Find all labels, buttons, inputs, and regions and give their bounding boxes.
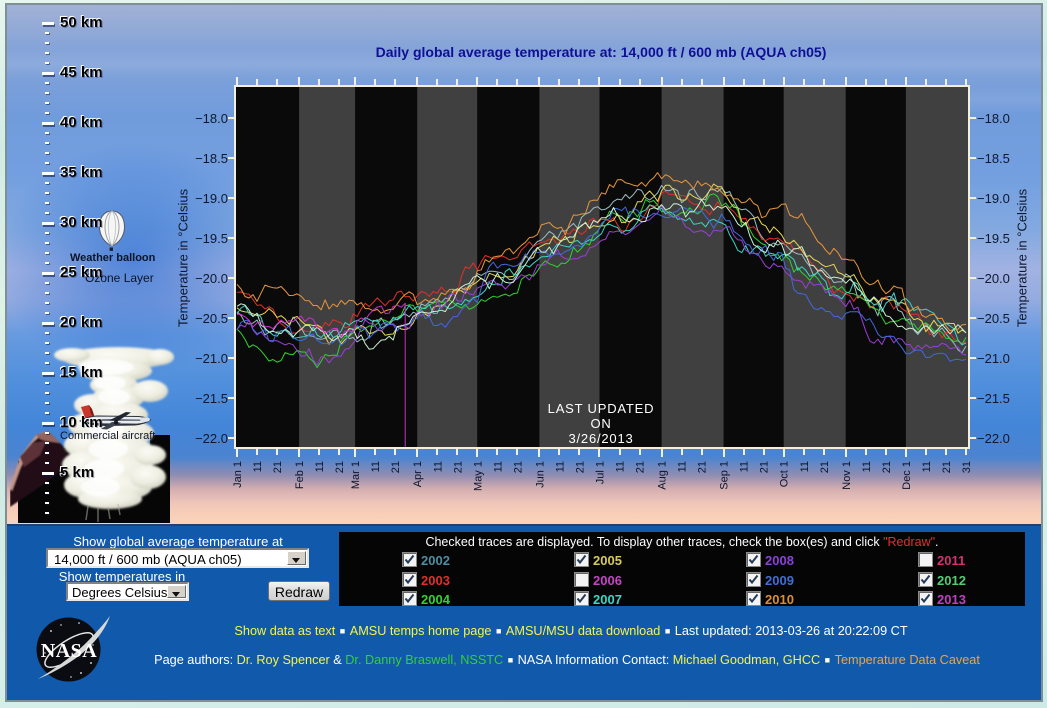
svg-text:Mar 1: Mar 1 bbox=[350, 461, 362, 489]
svg-text:Jun 1: Jun 1 bbox=[534, 461, 546, 488]
svg-text:21: 21 bbox=[575, 461, 587, 473]
svg-text:NASA: NASA bbox=[41, 640, 98, 662]
svg-text:21: 21 bbox=[334, 461, 346, 473]
svg-text:11: 11 bbox=[370, 461, 382, 472]
svg-text:11: 11 bbox=[492, 461, 504, 472]
svg-text:21: 21 bbox=[390, 461, 402, 473]
svg-text:11: 11 bbox=[314, 461, 326, 472]
svg-text:Dec 1: Dec 1 bbox=[901, 461, 913, 490]
svg-text:11: 11 bbox=[921, 461, 933, 472]
svg-text:21: 21 bbox=[512, 461, 524, 473]
svg-text:11: 11 bbox=[615, 461, 627, 472]
svg-text:11: 11 bbox=[252, 461, 264, 472]
svg-text:11: 11 bbox=[432, 461, 444, 472]
svg-text:Jan 1: Jan 1 bbox=[232, 461, 244, 488]
svg-text:21: 21 bbox=[819, 461, 831, 473]
svg-text:Feb 1: Feb 1 bbox=[294, 461, 306, 489]
svg-text:21: 21 bbox=[759, 461, 771, 473]
svg-text:Aug 1: Aug 1 bbox=[657, 461, 669, 490]
svg-text:11: 11 bbox=[554, 461, 566, 472]
svg-text:11: 11 bbox=[739, 461, 751, 472]
svg-text:Sep 1: Sep 1 bbox=[719, 461, 731, 490]
svg-text:11: 11 bbox=[799, 461, 811, 472]
svg-text:11: 11 bbox=[677, 461, 689, 472]
svg-text:31: 31 bbox=[961, 461, 973, 473]
svg-text:May 1: May 1 bbox=[472, 461, 484, 491]
svg-text:21: 21 bbox=[635, 461, 647, 473]
svg-text:Apr 1: Apr 1 bbox=[412, 461, 424, 487]
svg-text:21: 21 bbox=[941, 461, 953, 473]
svg-text:Jul 1: Jul 1 bbox=[595, 461, 607, 484]
svg-text:Oct 1: Oct 1 bbox=[779, 461, 791, 487]
svg-text:21: 21 bbox=[881, 461, 893, 473]
svg-text:21: 21 bbox=[697, 461, 709, 473]
svg-text:11: 11 bbox=[861, 461, 873, 472]
svg-text:21: 21 bbox=[452, 461, 464, 473]
svg-text:Nov 1: Nov 1 bbox=[841, 461, 853, 490]
svg-text:21: 21 bbox=[272, 461, 284, 473]
